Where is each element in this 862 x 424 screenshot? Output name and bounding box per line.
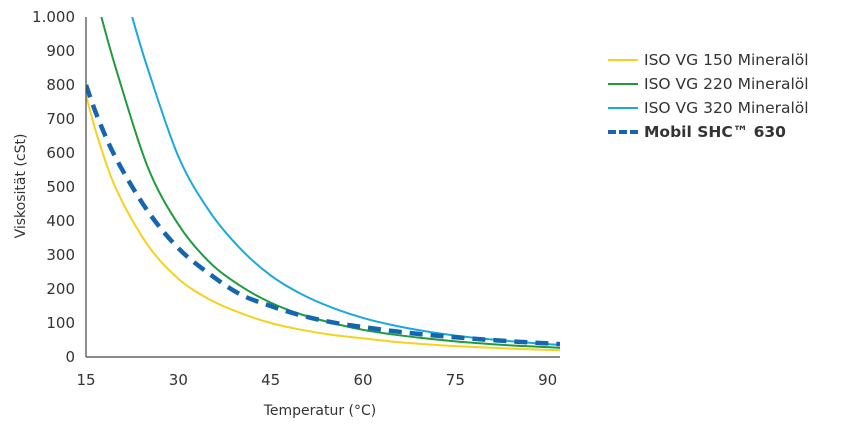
series-line-1	[86, 94, 560, 352]
x-tick-label: 75	[446, 371, 465, 389]
legend-swatch-iso-vg-320	[608, 107, 638, 109]
x-tick-label: 15	[76, 371, 95, 389]
legend-item-mobil-shc-630: Mobil SHC™ 630	[608, 120, 809, 144]
chart-legend: ISO VG 150 Mineralöl ISO VG 220 Mineralö…	[608, 48, 809, 144]
plot-lines	[86, 17, 560, 352]
x-tick-label: 30	[169, 371, 188, 389]
legend-label-iso-vg-320: ISO VG 320 Mineralöl	[644, 99, 809, 117]
y-tick-label: 700	[46, 110, 75, 128]
legend-label-mobil-shc-630: Mobil SHC™ 630	[644, 123, 786, 141]
legend-item-iso-vg-220: ISO VG 220 Mineralöl	[608, 72, 809, 96]
x-tick-labels: 15 30 45 60 75 90	[76, 371, 557, 389]
series-line-2	[100, 17, 560, 349]
y-tick-label: 100	[46, 314, 75, 332]
y-tick-label: 500	[46, 178, 75, 196]
y-axis-title: Viskosität (cSt)	[13, 134, 29, 239]
x-tick-label: 45	[261, 371, 280, 389]
x-axis-title: Temperatur (°C)	[263, 403, 377, 419]
legend-item-iso-vg-320: ISO VG 320 Mineralöl	[608, 96, 809, 120]
y-tick-label: 800	[46, 76, 75, 94]
legend-swatch-iso-vg-220	[608, 83, 638, 85]
y-tick-label: 200	[46, 280, 75, 298]
y-tick-label: 0	[65, 348, 75, 366]
y-tick-label: 1.000	[32, 8, 75, 26]
y-tick-labels: 0 100 200 300 400 500 600 700 800 900 1.000	[32, 8, 75, 366]
y-tick-label: 300	[46, 246, 75, 264]
y-tick-label: 400	[46, 212, 75, 230]
legend-item-iso-vg-150: ISO VG 150 Mineralöl	[608, 48, 809, 72]
x-tick-label: 60	[353, 371, 372, 389]
y-tick-label: 600	[46, 144, 75, 162]
legend-swatch-iso-vg-150	[608, 59, 638, 61]
legend-label-iso-vg-220: ISO VG 220 Mineralöl	[644, 75, 809, 93]
series-line-4	[86, 84, 560, 347]
legend-swatch-mobil-shc-630	[608, 130, 638, 134]
y-tick-label: 900	[46, 42, 75, 60]
x-tick-label: 90	[538, 371, 557, 389]
legend-label-iso-vg-150: ISO VG 150 Mineralöl	[644, 51, 809, 69]
series-line-3	[131, 17, 560, 346]
